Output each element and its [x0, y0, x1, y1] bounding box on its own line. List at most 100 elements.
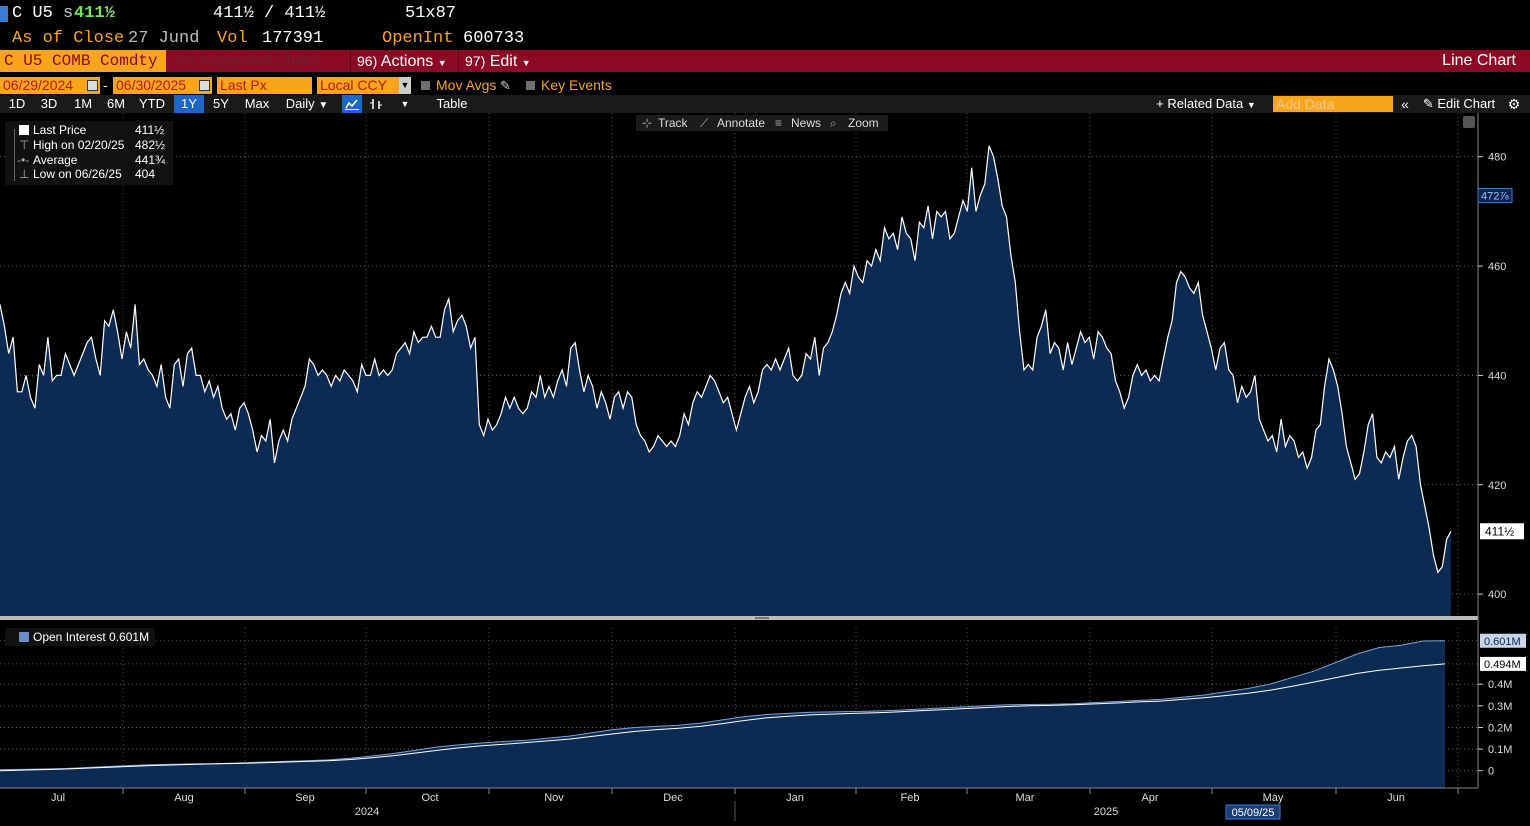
line-chart-icon[interactable] — [342, 95, 362, 113]
chart-type-title: Line Chart — [1442, 52, 1516, 69]
period-max-button[interactable]: Max — [244, 96, 270, 111]
add-data-input[interactable]: Add Data — [1273, 96, 1393, 112]
high-marker-icon: ⊤ — [19, 138, 30, 152]
period-3d-button[interactable]: 3D — [40, 96, 58, 111]
price-field-value: Last Px — [220, 77, 267, 93]
period-5y-button[interactable]: 5Y — [213, 96, 229, 111]
news-icon: ≡ — [775, 116, 783, 130]
currency-select[interactable]: Local CCY ▼ — [317, 77, 411, 94]
actions-number: 96) — [357, 53, 378, 69]
price-area-fill — [0, 145, 1451, 617]
x-tick-label: Jun — [1387, 792, 1405, 804]
collapse-icon[interactable]: « — [1401, 96, 1409, 112]
period-1m-button[interactable]: 1M — [73, 96, 93, 111]
x-axis-background — [0, 788, 1530, 821]
panel-divider — [0, 616, 1478, 620]
x-tick-label: Nov — [544, 792, 564, 804]
y-tick-label: 420 — [1488, 480, 1506, 492]
marker-value-box — [1477, 188, 1513, 204]
oi-y-tick-label: 0.4M — [1488, 679, 1512, 691]
legend-average-value: 441¾ — [135, 153, 166, 167]
currency-value: Local CCY — [320, 77, 387, 93]
close-date: 27 Jund — [128, 29, 200, 48]
frequency-select[interactable]: Daily ▼ — [280, 95, 334, 113]
table-button[interactable]: Table — [436, 96, 468, 111]
chevron-down-icon[interactable]: ▼ — [399, 77, 411, 94]
ticker: C U5 — [12, 4, 53, 23]
legend-high-label: High on 02/20/25 — [33, 138, 125, 152]
start-date-field[interactable]: 06/29/2024 — [0, 77, 100, 94]
y-tick-label: 480 — [1488, 152, 1506, 164]
crosshair-icon: ⊹ — [642, 116, 653, 130]
related-data-label: + Related Data — [1156, 96, 1244, 111]
mov-avgs-label: Mov Avgs — [436, 77, 497, 93]
zoom-tool[interactable]: Zoom — [848, 116, 879, 130]
x-tick-label: Dec — [663, 792, 683, 804]
calendar-icon[interactable] — [87, 80, 98, 91]
chart-area[interactable]: 400 420 440 460 480 472⅞ 411½ 0 0.1M 0.2M 0.3M 0.4… — [0, 113, 1530, 821]
actions-menu[interactable]: 96) Actions ▼ — [350, 50, 456, 72]
legend-low-label: Low on 06/26/25 — [33, 167, 122, 181]
quote-row: C U5 s 411½ 411½ / 411½ 51x87 — [0, 0, 1530, 28]
chevron-down-icon[interactable]: ▼ — [400, 99, 410, 109]
chart-settings-row: 06/29/2024 - 06/30/2025 Last Px Local CC… — [0, 77, 1530, 95]
close-label: As of Close — [12, 29, 125, 48]
oi-y-tick-label: 0.2M — [1488, 722, 1512, 734]
pencil-icon: ✎ — [1422, 96, 1434, 111]
panel-divider-handle — [755, 617, 769, 619]
bar-chart-icon[interactable] — [366, 95, 386, 113]
time-x-axis: Jul Aug Sep Oct Nov Dec Jan Feb Mar Apr May Jun 2024… — [0, 787, 1530, 821]
chevron-down-icon: ▼ — [318, 100, 329, 111]
edit-menu[interactable]: 97) Edit ▼ — [458, 50, 536, 72]
pencil-icon[interactable]: ✎ — [500, 78, 511, 93]
close-row: As of Close 27 Jund Vol 177391 OpenInt 6… — [0, 28, 1530, 49]
suggested-charts-button[interactable]: 94) Suggested Charts — [174, 52, 320, 69]
average-marker-icon: -•- — [17, 153, 30, 167]
oi-moving-average-line — [0, 663, 1446, 772]
price-chart[interactable]: 400 420 440 460 480 472⅞ 411½ 0 0.1M 0.2M 0.3M 0.4… — [0, 113, 1530, 821]
panel-toggle-icon[interactable] — [1463, 116, 1475, 128]
oi-y-tick-label: 0 — [1488, 766, 1494, 778]
period-1y-button[interactable]: 1Y — [174, 95, 204, 113]
legend-bracket — [14, 129, 15, 181]
key-events-checkbox[interactable] — [526, 81, 535, 90]
x-tick-label: May — [1263, 792, 1284, 804]
news-tool[interactable]: News — [791, 116, 822, 130]
date-separator: - — [103, 77, 108, 93]
oi-series — [0, 640, 1446, 788]
period-1d-button[interactable]: 1D — [8, 96, 26, 111]
edit-chart-button[interactable]: ✎ Edit Chart — [1418, 95, 1500, 113]
chart-tools: ⊹ Track ⟋ Annotate ≡ News ⌕ Zoom — [636, 115, 888, 131]
period-toolbar: 1D 3D 1M 6M YTD 1Y 5Y Max Daily ▼ ▼ Tabl… — [0, 95, 1530, 113]
cursor-date-label: 05/09/25 — [1232, 807, 1275, 819]
frequency-value: Daily — [285, 96, 315, 111]
annotate-tool[interactable]: Annotate — [717, 116, 766, 130]
pencil-icon: ⟋ — [700, 116, 709, 130]
gear-icon[interactable]: ⚙ — [1507, 96, 1521, 112]
legend-high-value: 482½ — [135, 138, 166, 152]
end-date-field[interactable]: 06/30/2025 — [113, 77, 212, 94]
bid-ask-size: 51x87 — [405, 4, 457, 23]
chevron-down-icon: ▼ — [1246, 100, 1256, 110]
period-6m-button[interactable]: 6M — [106, 96, 126, 111]
legend-oi-label: Open Interest 0.601M — [33, 630, 150, 644]
related-data-button[interactable]: + Related Data ▼ — [1150, 95, 1262, 113]
open-interest-value: 600733 — [463, 29, 525, 48]
period-ytd-button[interactable]: YTD — [139, 96, 165, 111]
mov-avgs-checkbox[interactable] — [421, 81, 430, 90]
legend-swatch — [19, 632, 29, 642]
security-field[interactable]: C U5 COMB Comdty — [0, 50, 166, 72]
y-tick-label: 400 — [1488, 589, 1506, 601]
chevron-down-icon: ▼ — [437, 58, 447, 68]
last-price-tag-label: 411½ — [1485, 524, 1514, 538]
oi-y-tick-label: 0.3M — [1488, 701, 1512, 713]
start-date-value: 06/29/2024 — [3, 77, 74, 93]
zoom-icon: ⌕ — [830, 116, 837, 130]
edit-number: 97) — [465, 53, 486, 69]
price-y-axis: 400 420 440 460 480 472⅞ 411½ — [1477, 113, 1524, 788]
calendar-icon[interactable] — [199, 80, 210, 91]
oi-y-tick-label: 0.1M — [1488, 744, 1512, 756]
track-tool[interactable]: Track — [658, 116, 688, 130]
end-date-value: 06/30/2025 — [116, 77, 187, 93]
price-field-select[interactable]: Last Px — [217, 77, 312, 94]
